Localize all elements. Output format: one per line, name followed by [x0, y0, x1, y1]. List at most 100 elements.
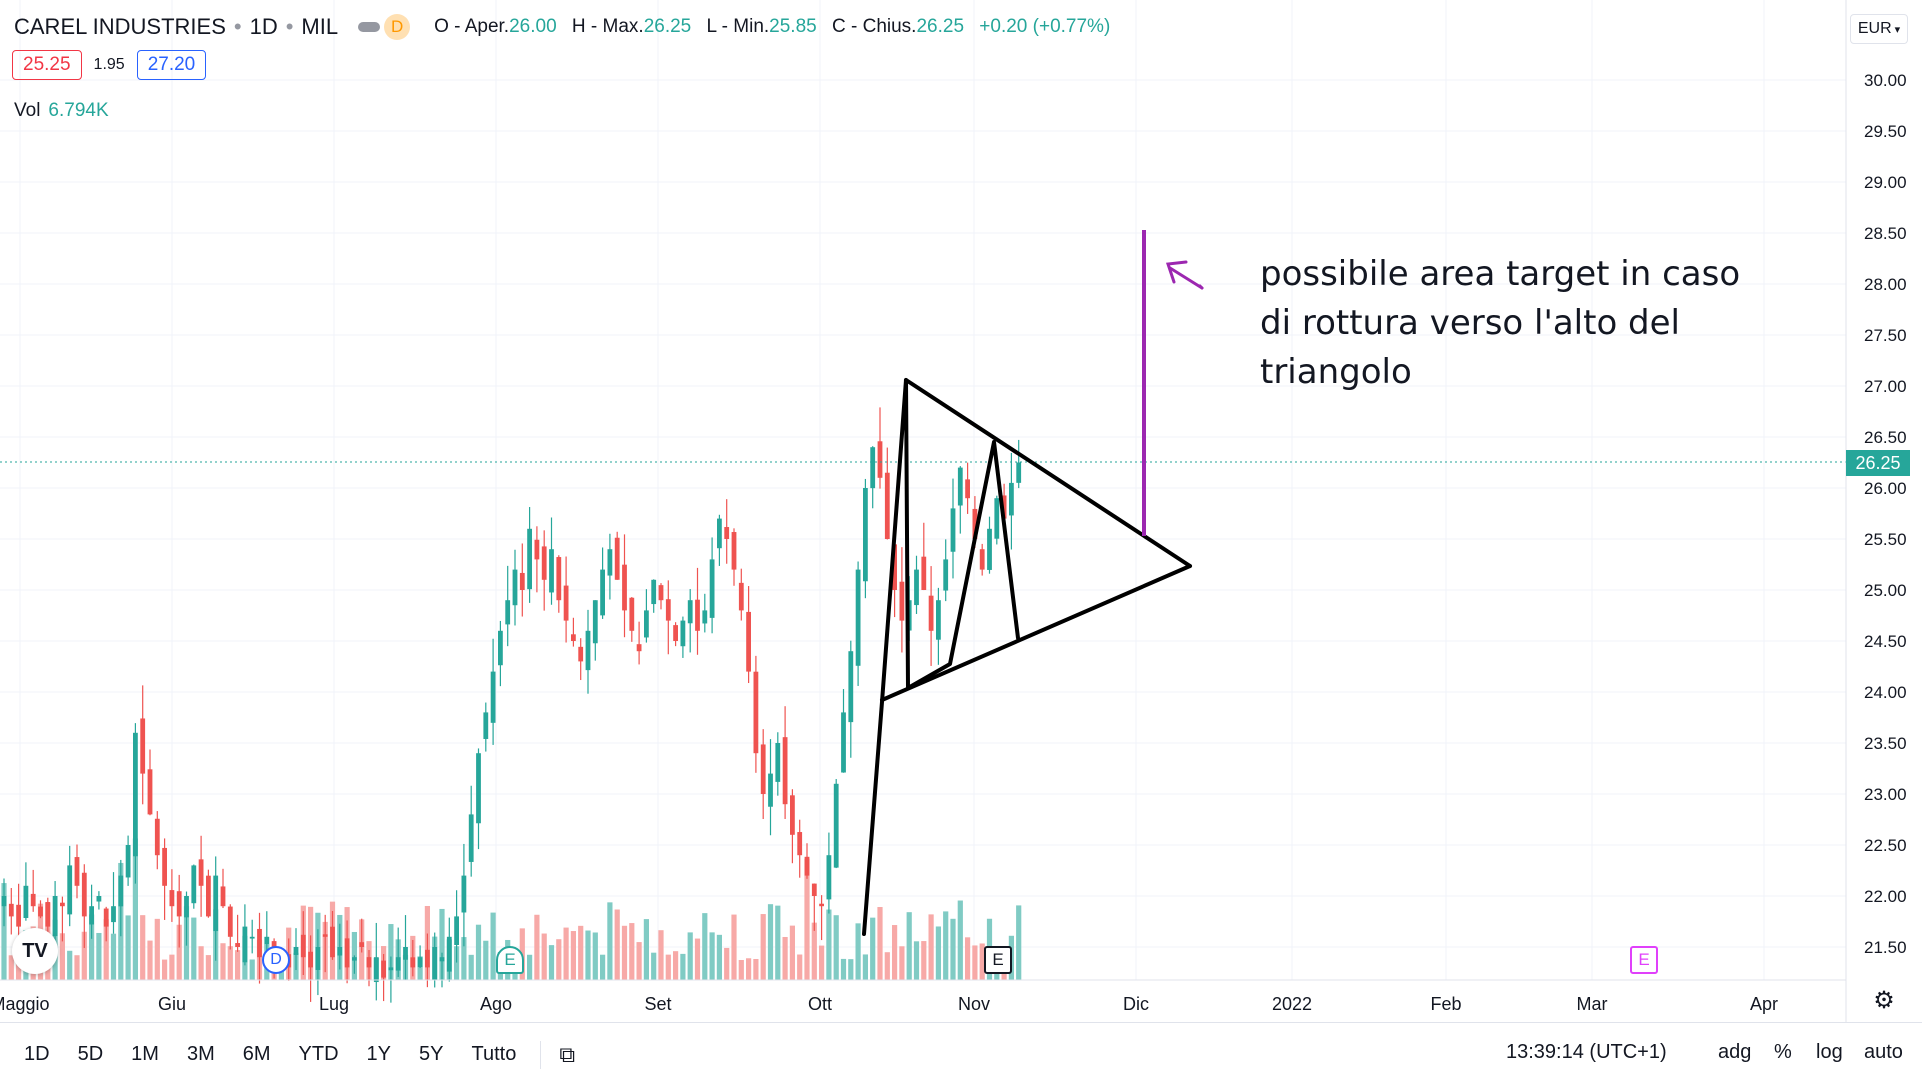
- candlesticks: [1, 407, 1022, 1003]
- triangle-drawing[interactable]: [862, 378, 1192, 936]
- open-value: 26.00: [509, 16, 557, 37]
- price-axis[interactable]: 30.00 29.50 29.00 28.50 28.00 27.50 27.00 26.50…: [1864, 71, 1907, 957]
- range-button[interactable]: 1Y: [366, 1043, 392, 1065]
- volume-bar: [1, 883, 7, 980]
- candle-body: [884, 472, 890, 539]
- gear-icon[interactable]: ⚙: [1873, 986, 1895, 1014]
- range-button[interactable]: 1D: [24, 1043, 50, 1065]
- symbol-name[interactable]: CAREL INDUSTRIES: [14, 14, 226, 39]
- candle-body: [213, 875, 219, 932]
- range-button[interactable]: 1M: [131, 1043, 159, 1065]
- toggle-icon: [358, 22, 381, 32]
- candle-body: [979, 549, 985, 570]
- interval[interactable]: 1D: [249, 14, 278, 39]
- volume-bar: [731, 914, 737, 980]
- calendar-range-icon[interactable]: ⧉: [559, 1041, 576, 1067]
- volume-bar: [556, 939, 562, 980]
- delay-toggle[interactable]: D: [358, 14, 411, 40]
- volume-bar: [797, 954, 803, 980]
- candle-body: [921, 556, 927, 590]
- triangle-lower-line[interactable]: [880, 564, 1192, 702]
- earnings-badge[interactable]: E: [1630, 946, 1658, 974]
- candle-body: [45, 902, 51, 927]
- range-button[interactable]: 5D: [77, 1043, 104, 1065]
- volume-bar: [636, 942, 642, 980]
- candle-body: [257, 928, 262, 958]
- volume-bar: [921, 941, 927, 980]
- candle-body: [826, 855, 832, 900]
- volume-bar: [972, 945, 978, 980]
- earnings-badge[interactable]: E: [984, 946, 1012, 974]
- volume-bar: [454, 946, 460, 980]
- volume-bar: [899, 946, 905, 980]
- volume-value: 6.794K: [48, 100, 109, 121]
- price-tick-label: 22.50: [1864, 836, 1907, 855]
- price-tick-label: 30.00: [1864, 71, 1907, 90]
- tradingview-logo-icon[interactable]: TV: [12, 928, 58, 974]
- clock[interactable]: 13:39:14 (UTC+1): [1506, 1041, 1667, 1063]
- volume-bar: [103, 919, 109, 980]
- candle-body: [629, 597, 635, 631]
- sell-button[interactable]: 25.25: [12, 50, 82, 80]
- candle-body: [308, 951, 313, 968]
- annotation-text[interactable]: possibile area target in caso di rottura…: [1260, 254, 1741, 392]
- buy-button[interactable]: 27.20: [136, 50, 207, 80]
- candle-body: [943, 559, 949, 591]
- earnings-badge[interactable]: E: [496, 946, 524, 974]
- volume-bar: [651, 952, 657, 980]
- time-axis[interactable]: Maggio Giu Lug Ago Set Ott Nov Dic 2022 Feb Mar Apr: [0, 994, 1778, 1014]
- currency-select[interactable]: EUR ▾: [1850, 14, 1908, 44]
- candle-body: [133, 732, 138, 857]
- candle-body: [103, 908, 109, 927]
- range-button[interactable]: 6M: [242, 1043, 271, 1065]
- price-tick-label: 22.00: [1864, 887, 1907, 906]
- log-toggle[interactable]: log: [1816, 1041, 1843, 1063]
- range-button[interactable]: 5Y: [419, 1043, 444, 1065]
- candle-body: [264, 936, 270, 945]
- auto-toggle[interactable]: auto: [1864, 1041, 1903, 1063]
- adjust-toggle[interactable]: adg: [1718, 1041, 1752, 1063]
- candle-body: [359, 942, 365, 947]
- volume-bar: [855, 923, 861, 980]
- candle-body: [38, 906, 43, 917]
- volume-bar: [629, 923, 635, 980]
- dividend-badge[interactable]: D: [262, 946, 290, 974]
- range-button[interactable]: 3M: [186, 1043, 215, 1065]
- candle-body: [775, 743, 781, 782]
- range-button[interactable]: YTD: [298, 1043, 339, 1065]
- triangle-upper-line[interactable]: [904, 378, 1192, 568]
- candle-body: [541, 546, 547, 580]
- candle-body: [987, 528, 992, 570]
- volume-bar: [249, 959, 255, 980]
- candle-body: [235, 943, 240, 947]
- spread-value: 1.95: [93, 56, 125, 73]
- percent-toggle[interactable]: %: [1774, 1041, 1792, 1063]
- volume-bar: [694, 938, 701, 980]
- candle-body: [169, 890, 175, 907]
- candle-body: [614, 537, 620, 580]
- volume-bar: [979, 943, 985, 980]
- candle-body: [315, 947, 321, 970]
- candle-body: [658, 585, 664, 601]
- volume-bar: [439, 908, 445, 980]
- volume-bar: [563, 927, 569, 980]
- time-tick-label: Set: [644, 994, 671, 1014]
- candle-body: [760, 744, 766, 794]
- volume-bar: [483, 940, 489, 980]
- candle-body: [118, 875, 124, 907]
- price-chart[interactable]: 30.00 29.50 29.00 28.50 28.00 27.50 27.00 26.50…: [0, 0, 1922, 1022]
- volume-legend[interactable]: Vol 6.794K: [14, 100, 109, 122]
- volume-bar: [870, 917, 876, 980]
- volume-bar: [833, 915, 839, 980]
- volume-bar: [965, 937, 971, 980]
- range-button[interactable]: Tutto: [471, 1043, 517, 1065]
- candle-body: [468, 814, 474, 862]
- candle-body: [702, 610, 708, 624]
- price-tick-label: 29.50: [1864, 122, 1907, 141]
- candle-body: [330, 926, 335, 958]
- volume-bar: [789, 925, 795, 980]
- candle-body: [220, 886, 226, 907]
- volume-bar: [709, 932, 715, 980]
- volume-bar: [600, 954, 606, 980]
